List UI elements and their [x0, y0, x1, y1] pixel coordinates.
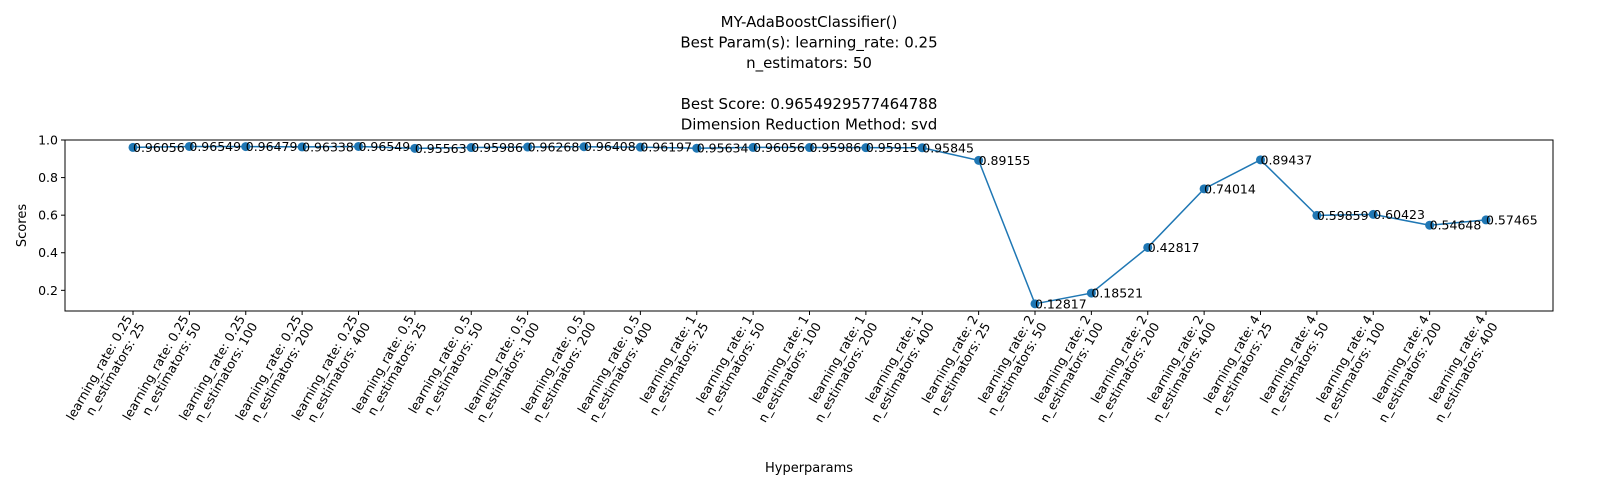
- y-tick-label: 0.8: [38, 170, 58, 185]
- data-point: [128, 142, 138, 152]
- data-label: 0.96549: [359, 139, 411, 154]
- y-tick-label: 0.2: [38, 283, 58, 298]
- data-label: 0.95986: [471, 140, 523, 155]
- data-label: 0.96408: [584, 139, 636, 154]
- data-point: [1143, 242, 1153, 252]
- y-axis: 0.2 0.4 0.6 0.8 1.0: [38, 133, 65, 298]
- data-label: 0.74014: [1204, 181, 1256, 196]
- data-label: 0.54648: [1430, 218, 1482, 233]
- data-point: [1199, 184, 1209, 194]
- data-label: 0.95563: [415, 141, 467, 156]
- chart-title-line-2: n_estimators: 50: [746, 54, 872, 73]
- data-point: [917, 143, 927, 153]
- data-label: 0.59859: [1317, 208, 1369, 223]
- data-label: 0.95634: [697, 141, 749, 156]
- data-point: [1312, 210, 1322, 220]
- data-label: 0.89437: [1261, 152, 1313, 167]
- data-point: [466, 143, 476, 153]
- data-point: [241, 142, 251, 152]
- chart-title-line-0: MY-AdaBoostClassifier(): [721, 13, 898, 31]
- data-label: 0.96056: [753, 140, 805, 155]
- data-label: 0.96197: [640, 140, 692, 155]
- y-tick-label: 1.0: [38, 133, 58, 148]
- data-point: [1030, 299, 1040, 309]
- data-point: [635, 142, 645, 152]
- y-tick-label: 0.4: [38, 245, 58, 260]
- x-axis-label: Hyperparams: [765, 461, 853, 476]
- data-label: 0.95986: [810, 140, 862, 155]
- data-point: [1481, 215, 1491, 225]
- data-point: [1256, 155, 1265, 165]
- data-label: 0.12817: [1035, 296, 1087, 311]
- data-point: [1086, 288, 1096, 298]
- data-label: 0.96268: [528, 140, 580, 155]
- data-point: [748, 142, 758, 152]
- chart-title-line-4: Best Score: 0.9654929577464788: [681, 95, 938, 113]
- data-point: [354, 141, 363, 151]
- data-label: 0.42817: [1148, 240, 1200, 255]
- data-point: [692, 143, 702, 153]
- y-axis-label: Scores: [15, 204, 30, 247]
- data-label: 0.96338: [302, 139, 354, 154]
- data-point: [297, 142, 307, 152]
- data-labels: 0.96056 0.96549 0.96479 0.96338 0.96549 0.955…: [133, 139, 1538, 311]
- series-line: [132, 145, 1487, 305]
- chart-title: MY-AdaBoostClassifier() Best Param(s): le…: [680, 13, 937, 134]
- data-label: 0.60423: [1373, 207, 1425, 222]
- y-tick-label: 0.6: [38, 208, 58, 223]
- data-label: 0.89155: [979, 153, 1031, 168]
- series-scores: [128, 141, 1491, 309]
- chart-title-line-5: Dimension Reduction Method: svd: [681, 116, 938, 134]
- data-label: 0.95845: [922, 140, 974, 155]
- data-point: [184, 141, 194, 151]
- data-point: [410, 143, 420, 153]
- data-label: 0.96479: [246, 139, 298, 154]
- x-axis: learning_rate: 0.25n_estimators: 25learn…: [63, 311, 1501, 425]
- data-point: [523, 142, 533, 152]
- data-point: [861, 143, 871, 153]
- data-label: 0.96549: [189, 139, 241, 154]
- chart-title-line-1: Best Param(s): learning_rate: 0.25: [680, 34, 937, 53]
- data-point: [974, 155, 984, 165]
- data-label: 0.95915: [866, 140, 918, 155]
- data-point: [1425, 220, 1435, 230]
- data-point: [1368, 209, 1378, 219]
- data-label: 0.18521: [1091, 286, 1143, 301]
- data-label: 0.96056: [133, 140, 185, 155]
- data-point: [805, 143, 814, 153]
- data-label: 0.57465: [1486, 212, 1538, 227]
- data-point: [579, 142, 589, 152]
- plot-area-frame: [64, 139, 1554, 312]
